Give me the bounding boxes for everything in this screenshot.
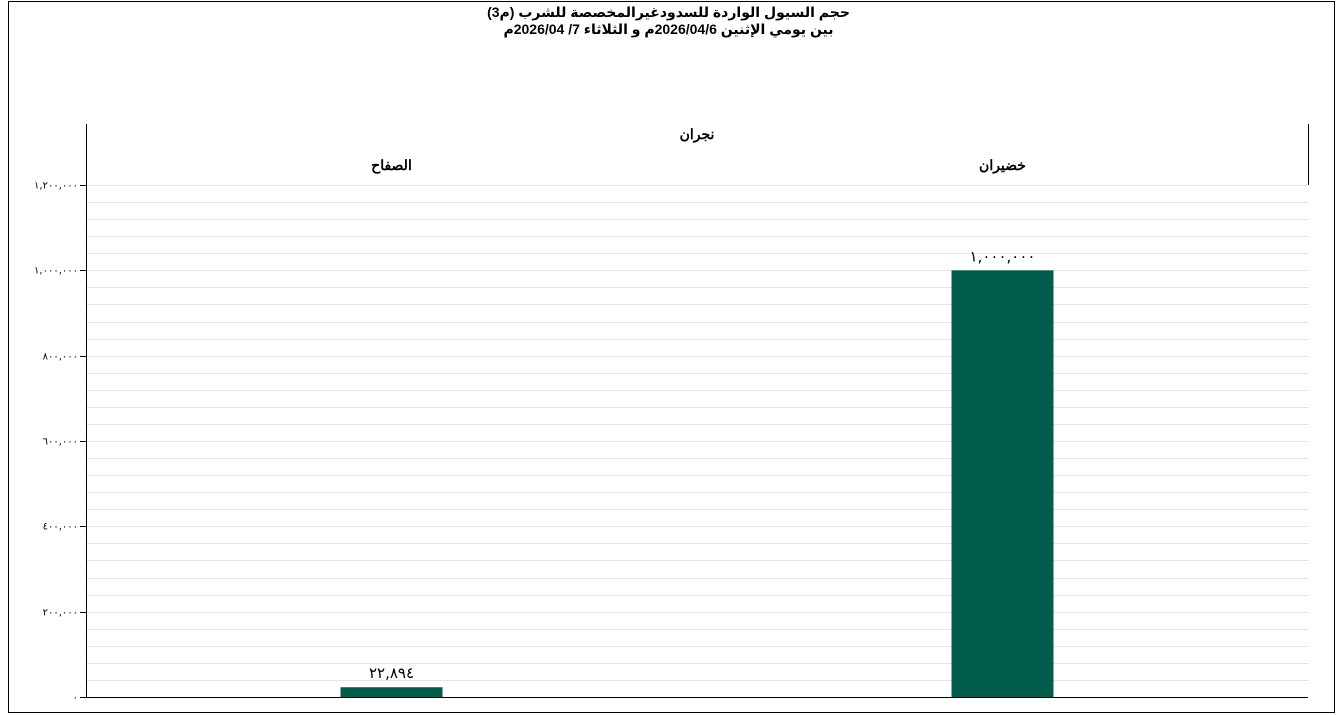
- category-label: الصفاح: [371, 157, 412, 174]
- y-tick-label: ٦٠٠,٠٠٠: [43, 437, 78, 448]
- data-label: ١,٠٠٠,٠٠٠: [970, 247, 1036, 265]
- chart-frame: [8, 1, 1335, 713]
- chart-title-block: حجم السيول الواردة للسدودغيرالمخصصة للشر…: [0, 4, 1337, 38]
- y-tick-label: ١,٢٠٠,٠٠٠: [34, 181, 78, 192]
- bar: [340, 687, 443, 697]
- y-tick-label: ٠: [73, 693, 78, 704]
- y-tick-label: ١,٠٠٠,٠٠٠: [34, 266, 78, 277]
- chart-title: حجم السيول الواردة للسدودغيرالمخصصة للشر…: [487, 4, 850, 20]
- category-label: خضيران: [979, 157, 1026, 174]
- y-tick-label: ٨٠٠,٠٠٠: [43, 352, 78, 363]
- y-tick-label: ٢٠٠,٠٠٠: [43, 608, 78, 619]
- y-tick-label: ٤٠٠,٠٠٠: [43, 522, 78, 533]
- data-label: ٢٢,٨٩٤: [369, 664, 414, 682]
- chart-subtitle: بين يومي الإثنين 2026/04/6م و الثلاثاء 7…: [503, 21, 834, 37]
- group-label: نجران: [680, 126, 715, 143]
- bar: [951, 270, 1054, 697]
